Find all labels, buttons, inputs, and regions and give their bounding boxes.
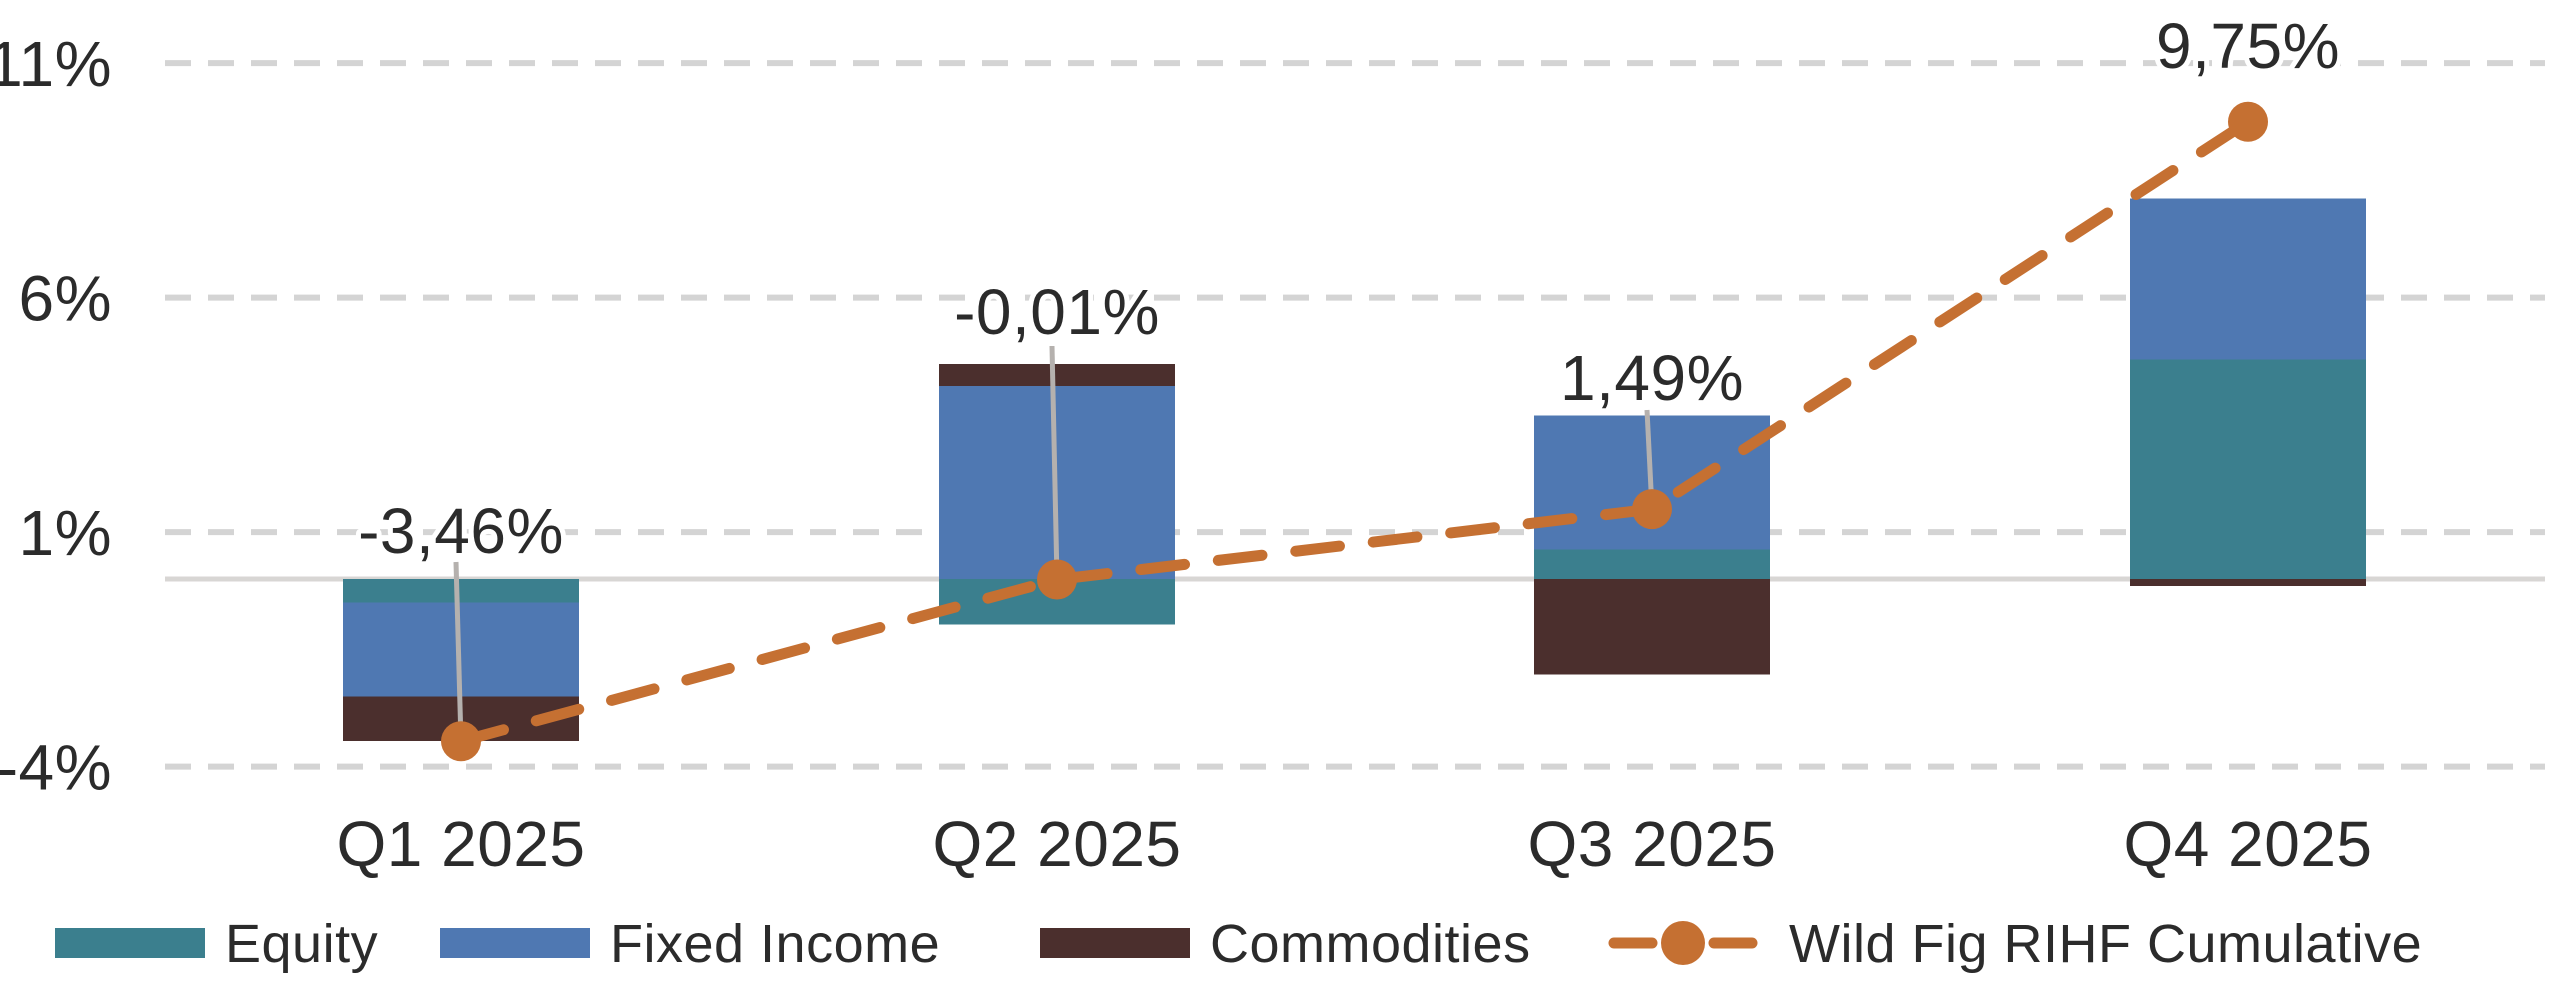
cumulative-marker-q1 [441,721,481,762]
bar-segment-q1-2025-equity [343,579,579,603]
legend-swatch-equity [55,928,205,958]
legend-swatch-commodities [1040,928,1190,958]
y-tick-label: 11% [0,28,112,100]
bar-segment-q4-2025-commodities [2130,579,2366,587]
cumulative-marker-q2 [1037,559,1077,600]
legend-cumulative-marker-dot [1661,921,1705,965]
x-tick-label-q3-2025: Q3 2025 [1527,808,1776,880]
data-labels-group: -3,46% -0,01% 1,49% 9,75% [353,5,2344,572]
data-label-q2: -0,01% [954,276,1160,348]
legend-label-commodities: Commodities [1210,914,1531,974]
y-tick-label: 6% [19,263,113,335]
bar-segment-q4-2025-fixed-income [2130,198,2366,360]
cumulative-marker-q3 [1632,489,1672,530]
cumulative-line [455,116,2254,747]
x-tick-label-q2-2025: Q2 2025 [932,808,1181,880]
line-markers-group [441,101,2268,762]
legend-group: Equity Fixed Income Commodities Wild Fig RI… [55,914,2422,974]
y-tick-label: 1% [19,497,113,569]
bar-segment-q4-2025-equity [2130,359,2366,579]
label-leader-line-q2 [1049,345,1060,580]
y-axis-labels-group: 11% 6% 1% -4% [0,28,113,804]
x-tick-label-q1-2025: Q1 2025 [336,808,585,880]
x-axis-labels-group: Q1 2025 Q2 2025 Q3 2025 Q4 2025 [336,808,2372,880]
legend-label-fixed-income: Fixed Income [610,914,940,974]
legend-label-equity: Equity [225,914,378,974]
label-leader-line-q1 [453,561,464,742]
bar-segment-q3-2025-equity [1534,549,1770,579]
data-label-q3: 1,49% [1560,342,1744,414]
cumulative-marker-q4 [2228,101,2268,142]
legend-label-wild-fig-rihf-cumulative: Wild Fig RIHF Cumulative [1789,914,2422,974]
leader-lines-group [453,345,1655,742]
data-label-q4: 9,75% [2156,10,2340,82]
legend-swatch-fixed-income [440,928,590,958]
cumulative-line-group [455,116,2254,747]
bar-segment-q3-2025-commodities [1534,579,1770,675]
bar-segment-q2-2025-commodities [939,364,1175,387]
y-tick-label: -4% [0,732,112,804]
x-tick-label-q4-2025: Q4 2025 [2123,808,2372,880]
bars-group [343,198,2366,741]
data-label-q1: -3,46% [358,495,564,567]
